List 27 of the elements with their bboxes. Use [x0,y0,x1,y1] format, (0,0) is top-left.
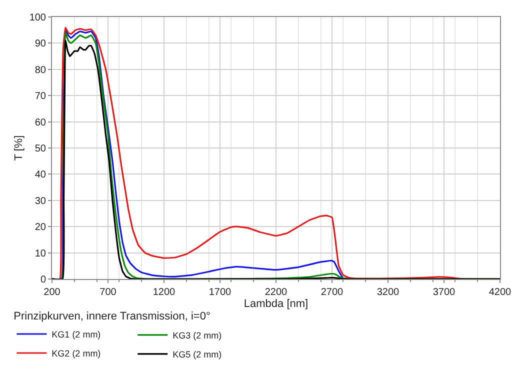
x-tick-label: 2700 [320,287,344,298]
x-tick-label: 200 [44,287,61,298]
y-tick-label: 0 [40,274,46,286]
x-tick-label: 2200 [264,287,288,298]
x-tick-label: 4200 [488,287,512,298]
y-tick-label: 30 [34,196,46,207]
x-tick-label: 1200 [152,287,176,298]
x-axis-title: Lambda [nm] [244,298,308,310]
y-tick-label: 40 [34,170,46,181]
y-tick-label: 50 [34,144,46,154]
legend-label: KG3 (2 mm) [172,330,222,340]
legend-title: Prinzipkurven, innere Transmission, i=0° [14,310,210,322]
y-tick-label: 60 [34,117,46,128]
x-tick-label: 700 [100,287,117,298]
y-tick-label: 20 [34,222,46,234]
x-tick-label: 1700 [208,287,232,298]
legend-label: KG2 (2 mm) [52,348,101,359]
x-tick-label: 3700 [432,287,456,298]
y-tick-label: 100 [29,12,46,24]
legend-label: KG5 (2 mm) [172,349,222,360]
x-tick-label: 3200 [376,287,400,298]
y-axis-title: T [%] [12,135,25,161]
y-tick-label: 80 [34,64,46,76]
y-tick-label: 70 [34,91,46,102]
y-tick-label: 10 [34,248,46,260]
y-tick-label: 90 [34,38,46,50]
legend-label: KG1 (2 mm) [52,330,101,340]
